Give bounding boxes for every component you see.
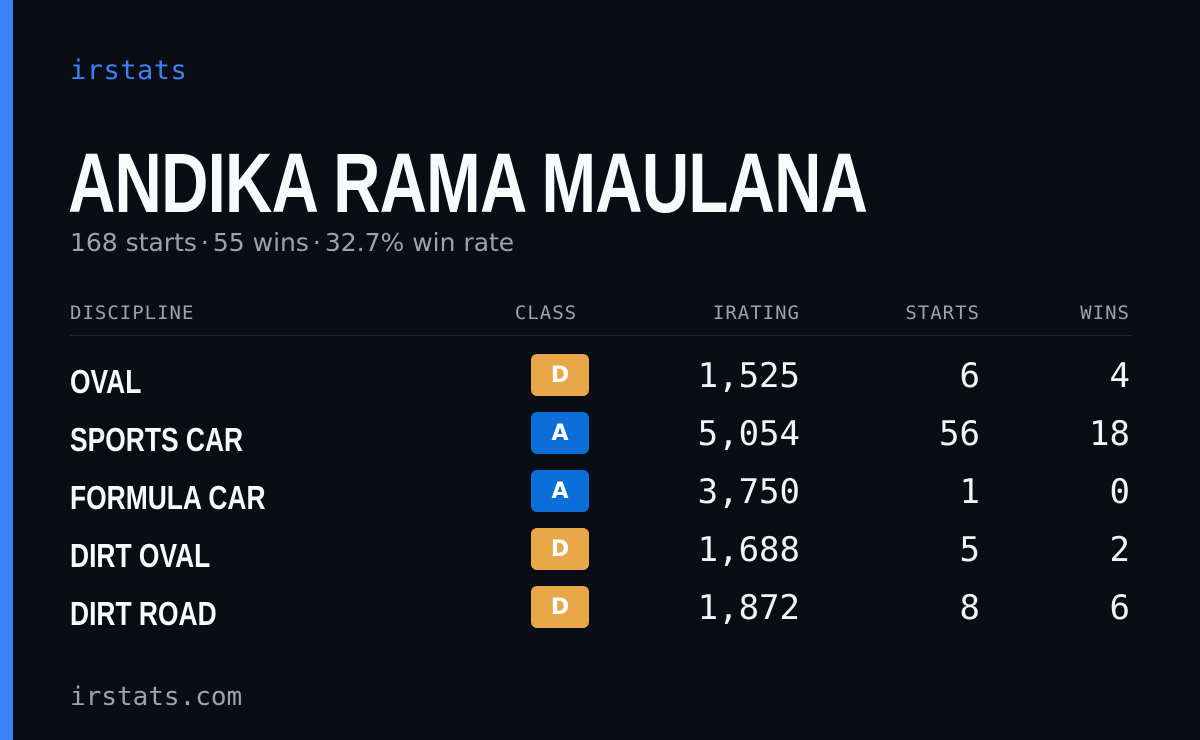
- irating-value: 3,750: [697, 472, 800, 512]
- summary-separator: ·: [312, 228, 321, 257]
- driver-summary: 168 starts · 55 wins · 32.7% win rate: [70, 228, 514, 257]
- accent-bar: [0, 0, 13, 740]
- discipline-label: DIRT OVAL: [70, 537, 211, 574]
- discipline-label: SPORTS CAR: [70, 421, 244, 458]
- discipline-label: FORMULA CAR: [70, 479, 266, 516]
- table-row: FORMULA CAR A 3,750 1 0: [70, 468, 1132, 526]
- wins-value: 4: [1109, 356, 1130, 396]
- wins-value: 18: [1089, 414, 1130, 454]
- license-class-badge: D: [531, 354, 589, 396]
- summary-win-rate: 32.7% win rate: [324, 228, 515, 257]
- header-starts: STARTS: [905, 302, 980, 324]
- header-wins: WINS: [1080, 302, 1130, 324]
- table-row: SPORTS CAR A 5,054 56 18: [70, 410, 1132, 468]
- license-class-badge: D: [531, 586, 589, 628]
- discipline-label: DIRT ROAD: [70, 595, 217, 632]
- starts-value: 1: [959, 472, 980, 512]
- footer-url: irstats.com: [70, 682, 243, 712]
- table-row: DIRT ROAD D 1,872 8 6: [70, 584, 1132, 642]
- table-row: DIRT OVAL D 1,688 5 2: [70, 526, 1132, 584]
- header-irating: IRATING: [712, 302, 800, 324]
- brand-logo-text: irstats: [70, 55, 188, 86]
- table-body: OVAL D 1,525 6 4 SPORTS CAR A 5,054 56 1…: [70, 336, 1132, 642]
- table-header: DISCIPLINE CLASS IRATING STARTS WINS: [70, 296, 1132, 336]
- table-row: OVAL D 1,525 6 4: [70, 352, 1132, 410]
- wins-value: 0: [1109, 472, 1130, 512]
- wins-value: 2: [1109, 530, 1130, 570]
- license-class-badge: A: [531, 412, 589, 454]
- header-class: CLASS: [514, 302, 578, 324]
- irating-value: 1,525: [697, 356, 800, 396]
- starts-value: 56: [939, 414, 980, 454]
- starts-value: 6: [959, 356, 980, 396]
- irating-value: 1,872: [697, 588, 800, 628]
- header-discipline: DISCIPLINE: [70, 302, 195, 324]
- license-class-badge: D: [531, 528, 589, 570]
- irating-value: 5,054: [697, 414, 800, 454]
- summary-starts: 168 starts: [70, 228, 197, 257]
- summary-separator: ·: [200, 228, 209, 257]
- irating-value: 1,688: [697, 530, 800, 570]
- driver-name: ANDIKA RAMA MAULANA: [68, 136, 868, 230]
- wins-value: 6: [1109, 588, 1130, 628]
- discipline-label: OVAL: [70, 363, 142, 400]
- starts-value: 8: [959, 588, 980, 628]
- discipline-stats-table: DISCIPLINE CLASS IRATING STARTS WINS OVA…: [70, 296, 1132, 642]
- license-class-badge: A: [531, 470, 589, 512]
- summary-wins: 55 wins: [212, 228, 309, 257]
- starts-value: 5: [959, 530, 980, 570]
